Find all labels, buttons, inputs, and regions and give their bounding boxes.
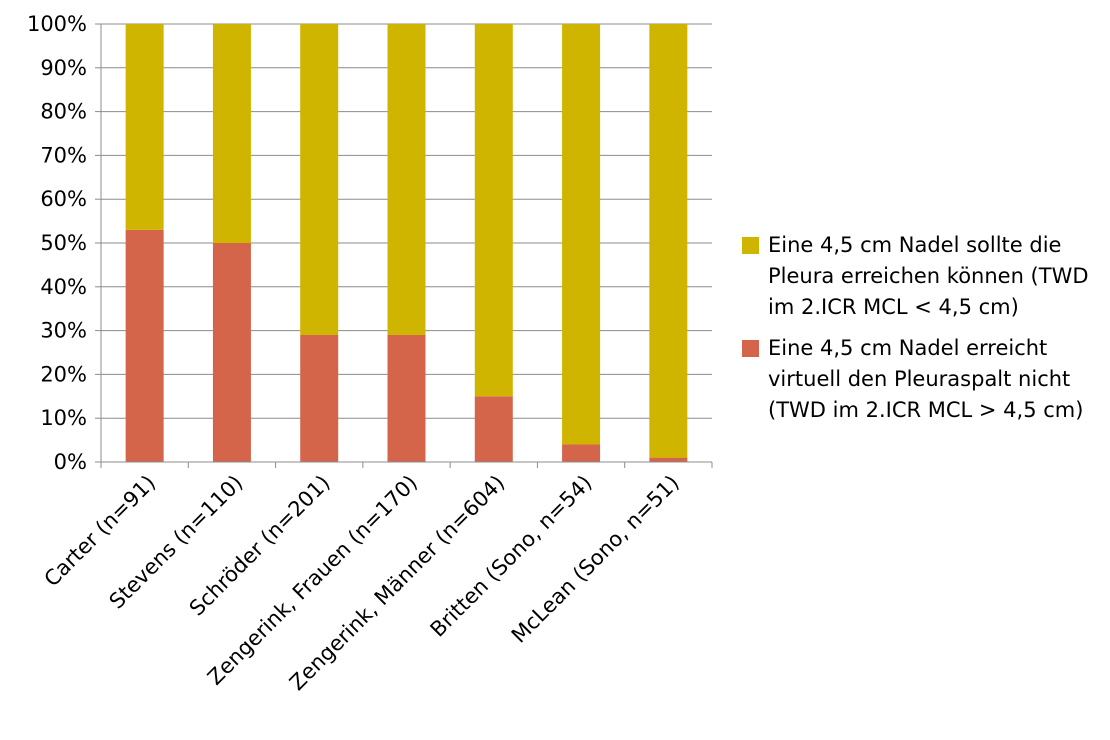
bar-segment-fits: [300, 24, 339, 335]
x-axis-category-labels: Carter (n=91)Stevens (n=110)Schröder (n=…: [40, 471, 684, 695]
y-tick-label: 30%: [40, 319, 87, 343]
y-tick-label: 60%: [40, 187, 87, 211]
bar-segment-fits: [387, 24, 426, 335]
legend-label-not-fits: Eine 4,5 cm Nadel erreicht virtuell den …: [768, 336, 1084, 422]
bar-segment-not-fits: [474, 396, 513, 462]
y-tick-label: 90%: [40, 56, 87, 80]
bars: [125, 24, 688, 462]
legend-item-fits: Eine 4,5 cm Nadel sollte die Pleura erre…: [742, 230, 1102, 323]
bar-segment-not-fits: [125, 229, 164, 462]
axes: [100, 24, 713, 468]
legend-swatch-not-fits: [742, 340, 759, 357]
y-tick-label: 0%: [54, 450, 87, 474]
y-tick-label: 100%: [27, 12, 87, 36]
bar-segment-fits: [125, 24, 164, 230]
stacked-bar-chart: 0% 10% 20% 30% 40% 50% 60% 70% 80% 90% 100% Carter…: [27, 12, 713, 695]
y-tick-label: 80%: [40, 100, 87, 124]
y-tick-label: 40%: [40, 275, 87, 299]
bar-segment-not-fits: [300, 334, 339, 462]
x-category-label: Britten (Sono, n=54): [426, 471, 597, 642]
legend-label-fits: Eine 4,5 cm Nadel sollte die Pleura erre…: [768, 233, 1089, 319]
y-tick-label: 70%: [40, 143, 87, 167]
bar-segment-not-fits: [387, 334, 426, 462]
legend: Eine 4,5 cm Nadel sollte die Pleura erre…: [742, 230, 1102, 436]
bar-segment-fits: [212, 24, 251, 243]
y-tick-label: 50%: [40, 231, 87, 255]
y-axis-tick-labels: 0% 10% 20% 30% 40% 50% 60% 70% 80% 90% 100%: [27, 12, 87, 474]
y-tick-label: 10%: [40, 406, 87, 430]
bar-segment-not-fits: [562, 444, 601, 462]
bar-segment-fits: [474, 24, 513, 397]
legend-item-not-fits: Eine 4,5 cm Nadel erreicht virtuell den …: [742, 333, 1102, 426]
bar-segment-fits: [649, 24, 688, 458]
bar-segment-not-fits: [649, 457, 688, 462]
y-tick-label: 20%: [40, 362, 87, 386]
bar-segment-not-fits: [212, 243, 251, 462]
bar-segment-fits: [562, 24, 601, 445]
legend-swatch-fits: [742, 237, 759, 254]
x-category-label: McLean (Sono, n=51): [507, 471, 684, 648]
